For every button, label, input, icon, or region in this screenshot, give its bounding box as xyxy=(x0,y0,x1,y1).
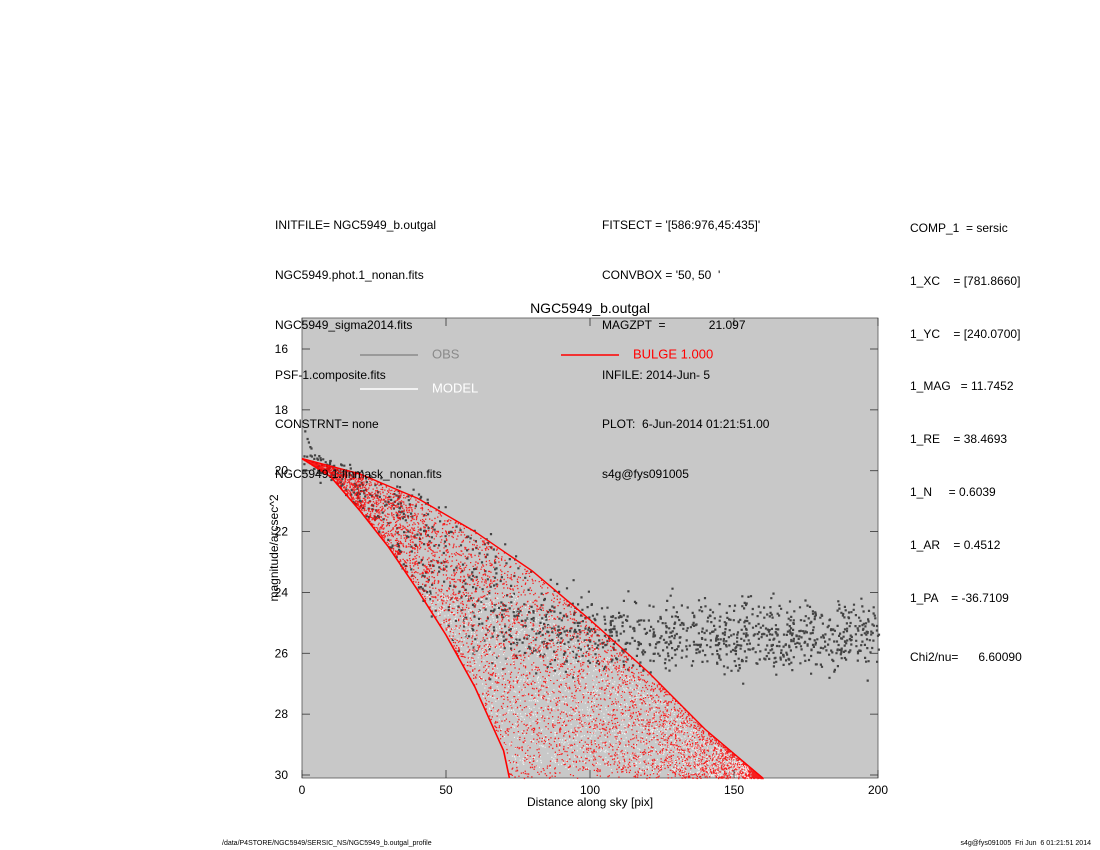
y-tick-label-0: 16 xyxy=(275,342,289,356)
param-yc: 1_YC = [240.0700] xyxy=(910,326,1021,341)
header-image-file: NGC5949.phot.1_nonan.fits xyxy=(275,267,424,282)
y-axis-label: magnitude/arcsec^2 xyxy=(267,494,281,601)
header-initfile: INITFILE= NGC5949_b.outgal xyxy=(275,218,437,233)
param-n: 1_N = 0.6039 xyxy=(910,484,996,499)
x-axis-label: Distance along sky [pix] xyxy=(527,795,653,809)
param-re: 1_RE = 38.4693 xyxy=(910,432,1008,447)
param-mag: 1_MAG = 11.7452 xyxy=(910,379,1014,394)
fit-parameters-panel: COMP_1 = sersic 1_XC = [781.8660] 1_YC =… xyxy=(910,192,1022,688)
y-tick-label-2: 20 xyxy=(275,464,289,478)
param-pa: 1_PA = -36.7109 xyxy=(910,590,1009,605)
legend-model-label: MODEL xyxy=(432,380,478,395)
x-tick-label-0: 0 xyxy=(299,783,306,797)
header-fitsect: FITSECT = '[586:976,45:435]' xyxy=(602,218,761,233)
header-mask-file: NGC5949.1.finmask_nonan.fits xyxy=(275,467,442,482)
legend-obs-label: OBS xyxy=(432,346,460,361)
chart-title: NGC5949_b.outgal xyxy=(530,300,650,316)
param-chi2: Chi2/nu= 6.60090 xyxy=(910,650,1022,665)
axes-layer: 0 50 100 150 200 16 18 20 22 24 26 28 30 xyxy=(275,318,888,797)
header-sigma-file: NGC5949_sigma2014.fits xyxy=(275,317,413,332)
y-tick-label-3: 22 xyxy=(275,525,289,539)
footer-timestamp: s4g@fys091005 Fri Jun 6 01:21:51 2014 xyxy=(960,840,1091,847)
header-magzpt: MAGZPT = 21.097 xyxy=(602,317,746,332)
header-plot-date: PLOT: 6-Jun-2014 01:21:51.00 xyxy=(602,417,770,432)
legend: OBS MODEL BULGE 1.000 xyxy=(360,346,713,395)
x-tick-label-4: 200 xyxy=(868,783,888,797)
bulge-inner-envelope xyxy=(301,457,511,779)
x-tick-label-2: 100 xyxy=(580,783,600,797)
header-files-block: INITFILE= NGC5949_b.outgal NGC5949.phot.… xyxy=(275,184,442,499)
y-tick-label-5: 26 xyxy=(275,646,289,660)
header-psf-file: PSF-1.composite.fits xyxy=(275,367,386,382)
bulge-outer-envelope xyxy=(301,457,764,779)
param-xc: 1_XC = [781.8660] xyxy=(910,273,1021,288)
y-tick-label-7: 30 xyxy=(275,768,289,782)
legend-bulge-label: BULGE 1.000 xyxy=(633,346,713,361)
param-ar: 1_AR = 0.4512 xyxy=(910,537,1001,552)
header-infile: INFILE: 2014-Jun- 5 xyxy=(602,367,711,382)
y-tick-label-4: 24 xyxy=(275,585,289,599)
y-tick-label-6: 28 xyxy=(275,707,289,721)
data-points-layer xyxy=(301,430,881,780)
header-user: s4g@fys091005 xyxy=(602,467,689,482)
y-tick-label-1: 18 xyxy=(275,403,289,417)
header-convbox: CONVBOX = '50, 50 ' xyxy=(602,267,721,282)
header-constraint: CONSTRNT= none xyxy=(275,417,379,432)
x-tick-label-1: 50 xyxy=(439,783,453,797)
x-tick-label-3: 150 xyxy=(724,783,744,797)
param-comp: COMP_1 = sersic xyxy=(910,221,1008,235)
footer-file-path: /data/P4STORE/NGC5949/SERSIC_NS/NGC5949_… xyxy=(222,840,432,847)
header-settings-block: FITSECT = '[586:976,45:435]' CONVBOX = '… xyxy=(602,184,769,499)
